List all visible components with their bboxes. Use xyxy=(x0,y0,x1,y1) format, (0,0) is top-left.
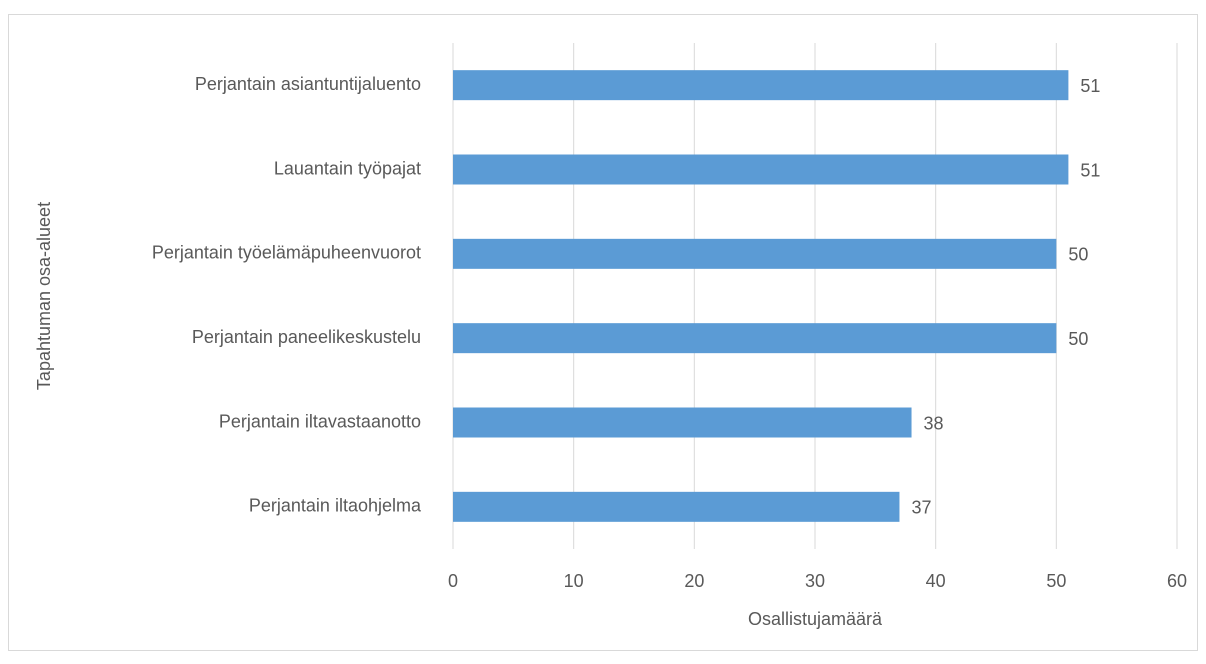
y-tick-label: Perjantain iltaohjelma xyxy=(249,496,422,516)
bar xyxy=(453,491,900,522)
bar xyxy=(453,407,912,438)
y-tick-label: Perjantain työelämäpuheenvuorot xyxy=(152,243,421,263)
bar xyxy=(453,238,1057,269)
y-tick-label: Perjantain paneelikeskustelu xyxy=(192,327,421,347)
y-axis-label: Tapahtuman osa-alueet xyxy=(34,202,54,390)
x-tick-label: 40 xyxy=(926,571,946,591)
x-tick-label: 30 xyxy=(805,571,825,591)
x-tick-label: 10 xyxy=(564,571,584,591)
bar xyxy=(453,154,1069,185)
x-tick-label: 20 xyxy=(684,571,704,591)
x-axis-label: Osallistujamäärä xyxy=(748,609,883,629)
bar xyxy=(453,323,1057,354)
bar xyxy=(453,70,1069,101)
data-label: 38 xyxy=(924,413,944,433)
data-label: 51 xyxy=(1080,160,1100,180)
data-label: 51 xyxy=(1080,76,1100,96)
y-tick-label: Perjantain iltavastaanotto xyxy=(219,411,421,431)
data-label: 50 xyxy=(1068,329,1088,349)
y-tick-label: Lauantain työpajat xyxy=(274,158,421,178)
x-tick-label: 0 xyxy=(448,571,458,591)
y-tick-label: Perjantain asiantuntijaluento xyxy=(195,74,421,94)
x-tick-label: 60 xyxy=(1167,571,1187,591)
x-tick-label: 50 xyxy=(1046,571,1066,591)
data-label: 50 xyxy=(1068,245,1088,265)
data-label: 37 xyxy=(911,498,931,518)
